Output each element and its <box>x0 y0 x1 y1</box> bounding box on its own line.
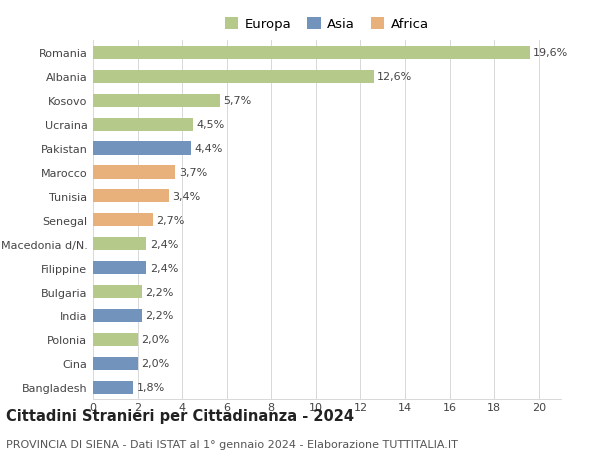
Bar <box>93 333 137 346</box>
Text: 3,7%: 3,7% <box>179 168 207 178</box>
Bar <box>93 285 142 298</box>
Text: 4,4%: 4,4% <box>194 144 223 154</box>
Text: 2,2%: 2,2% <box>145 311 174 321</box>
Bar <box>93 142 191 155</box>
Bar <box>93 166 175 179</box>
Text: Cittadini Stranieri per Cittadinanza - 2024: Cittadini Stranieri per Cittadinanza - 2… <box>6 408 354 423</box>
Bar <box>93 309 142 322</box>
Text: 19,6%: 19,6% <box>533 48 568 58</box>
Bar <box>93 71 374 84</box>
Legend: Europa, Asia, Africa: Europa, Asia, Africa <box>225 18 429 31</box>
Bar <box>93 214 153 227</box>
Text: 12,6%: 12,6% <box>377 72 412 82</box>
Bar <box>93 238 146 251</box>
Text: 3,4%: 3,4% <box>172 191 200 202</box>
Text: 2,4%: 2,4% <box>150 239 178 249</box>
Bar <box>93 95 220 107</box>
Text: 2,4%: 2,4% <box>150 263 178 273</box>
Bar <box>93 190 169 203</box>
Bar <box>93 118 193 131</box>
Bar <box>93 357 137 370</box>
Bar <box>93 262 146 274</box>
Bar <box>93 381 133 394</box>
Text: 2,0%: 2,0% <box>141 358 169 369</box>
Text: 2,0%: 2,0% <box>141 335 169 345</box>
Text: 1,8%: 1,8% <box>136 382 165 392</box>
Text: 5,7%: 5,7% <box>223 96 251 106</box>
Text: 2,7%: 2,7% <box>157 215 185 225</box>
Bar <box>93 47 530 60</box>
Text: PROVINCIA DI SIENA - Dati ISTAT al 1° gennaio 2024 - Elaborazione TUTTITALIA.IT: PROVINCIA DI SIENA - Dati ISTAT al 1° ge… <box>6 440 458 449</box>
Text: 4,5%: 4,5% <box>197 120 225 130</box>
Text: 2,2%: 2,2% <box>145 287 174 297</box>
